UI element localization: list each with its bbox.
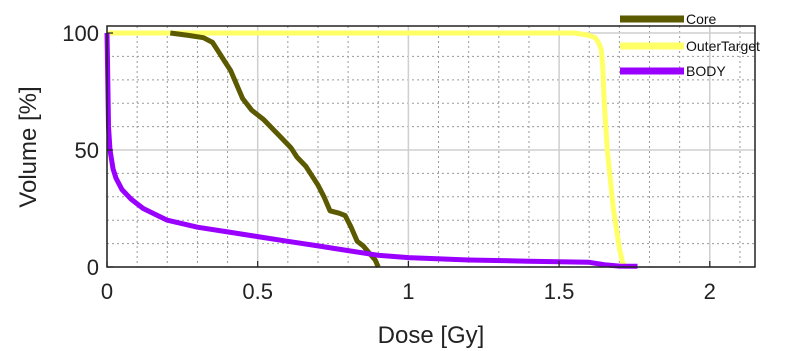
x-axis-label: Dose [Gy] xyxy=(378,322,485,349)
y-axis-label: Volume [%] xyxy=(15,86,42,207)
tick-labels: 0 0.5 1 1.5 2 0 50 100 xyxy=(62,21,716,304)
data-series xyxy=(104,30,638,269)
series-line-outertarget xyxy=(107,30,628,269)
x-tick-label: 2 xyxy=(704,279,716,304)
x-tick-label: 1.5 xyxy=(544,279,575,304)
plot-frame xyxy=(106,25,756,268)
y-tick-label: 100 xyxy=(62,21,99,46)
legend-label-body: BODY xyxy=(686,63,726,79)
series-line-core xyxy=(169,30,381,269)
legend-label-core: Core xyxy=(686,11,717,27)
x-tick-label: 0.5 xyxy=(242,279,273,304)
legend-label-outertarget: OuterTarget xyxy=(686,38,760,54)
x-tick-label: 0 xyxy=(101,279,113,304)
series-line-body xyxy=(104,32,638,269)
legend: Core OuterTarget BODY xyxy=(620,11,760,79)
y-tick-label: 50 xyxy=(75,138,99,163)
y-tick-label: 0 xyxy=(87,255,99,280)
x-tick-label: 1 xyxy=(402,279,414,304)
